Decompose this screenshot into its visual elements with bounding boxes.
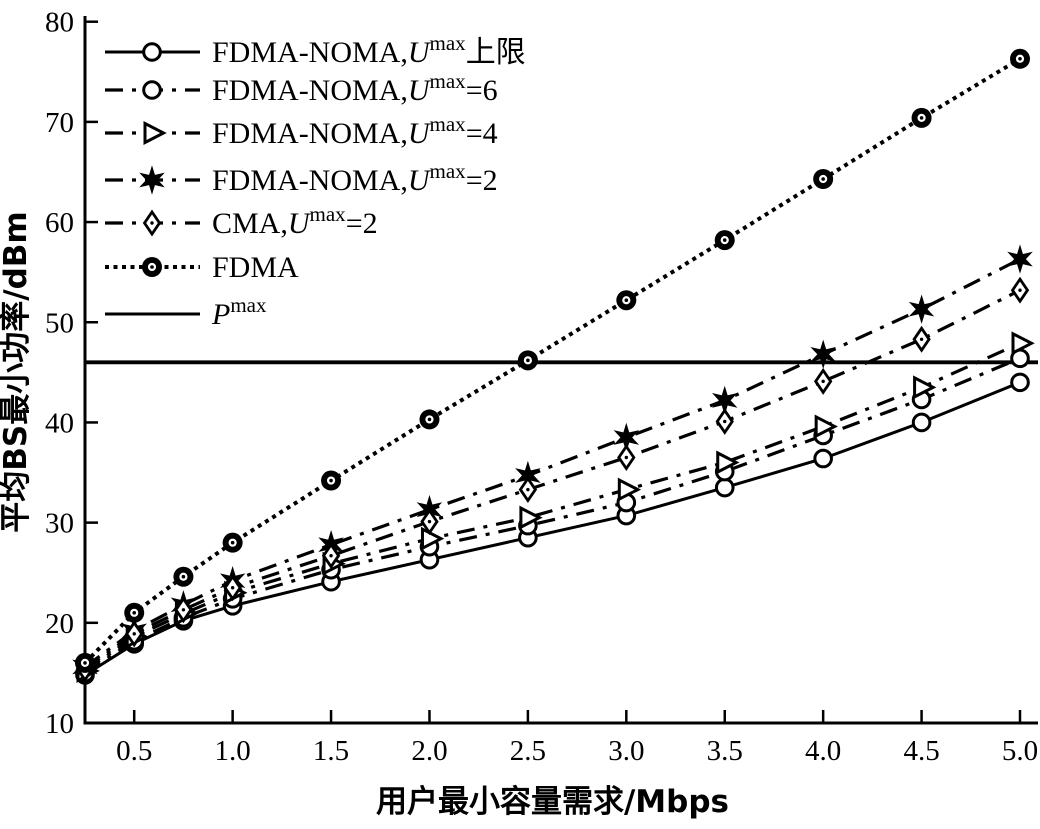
bullseye-marker <box>173 566 194 587</box>
bullseye-marker <box>813 168 834 189</box>
legend-item-fdma-noma-umax-2: FDMA-NOMA,Umax=2 <box>105 159 498 197</box>
open-diamond-marker <box>715 407 734 435</box>
bullseye-marker <box>124 602 145 623</box>
x-axis-title: 用户最小容量需求/Mbps <box>376 784 729 820</box>
bullseye-marker <box>142 257 162 277</box>
x-tick-label-1.5: 1.5 <box>313 735 349 767</box>
y-tick-label-70: 70 <box>45 107 74 139</box>
legend-label-fdma: FDMA <box>212 251 299 284</box>
series-line-fdma-noma-umax-4 <box>84 341 1021 673</box>
open-diamond-marker <box>321 542 341 570</box>
open-diamond-marker <box>420 508 439 536</box>
legend-item-fdma-noma-umax-4: FDMA-NOMA,Umax=4 <box>105 112 498 150</box>
bullseye-marker <box>321 470 342 491</box>
open-circle-marker <box>911 412 932 433</box>
series-line-cma-umax-2 <box>84 288 1021 671</box>
open-diamond-marker <box>912 325 931 353</box>
open-diamond-marker <box>174 596 193 624</box>
open-circle-marker <box>813 448 833 469</box>
x-tick-label-2.5: 2.5 <box>510 735 546 767</box>
bullseye-marker <box>1010 48 1030 69</box>
open-diamond-marker <box>125 620 144 648</box>
x-tick-label-3.0: 3.0 <box>608 735 644 767</box>
open-circle-marker <box>714 477 735 498</box>
star-marker <box>1007 244 1033 274</box>
series-fdma-noma-umax-4 <box>76 331 1035 683</box>
x-tick-label-4.5: 4.5 <box>903 735 939 767</box>
open-diamond-marker <box>142 209 162 237</box>
legend-label-fdma-noma-umax-2: FDMA-NOMA,Umax=2 <box>212 159 498 197</box>
bullseye-marker <box>222 532 243 553</box>
open-triangle-marker <box>519 505 543 530</box>
open-circle-marker <box>1010 372 1030 393</box>
legend-label-fdma-noma-umax-4: FDMA-NOMA,Umax=4 <box>212 112 498 150</box>
series-cma-umax-2 <box>75 276 1030 683</box>
open-diamond-marker <box>518 476 538 504</box>
legend-item-fdma-noma-umax-upper: FDMA-NOMA,Umax上限 <box>105 31 526 69</box>
legend-label-fdma-noma-umax-upper: FDMA-NOMA,Umax上限 <box>212 31 526 69</box>
y-tick-label-30: 30 <box>45 508 74 540</box>
x-tick-label-0.5: 0.5 <box>116 735 152 767</box>
series-fdma-noma-umax-upper <box>75 372 1030 685</box>
bullseye-marker <box>911 107 932 128</box>
x-tick-label-5.0: 5.0 <box>1002 735 1038 767</box>
series-line-fdma <box>83 57 1022 665</box>
bullseye-marker <box>419 409 440 430</box>
legend-label-cma-umax-2: CMA,Umax=2 <box>212 202 378 240</box>
open-circle-marker <box>142 80 162 100</box>
open-triangle-marker <box>913 375 937 400</box>
open-diamond-marker <box>617 444 636 471</box>
legend-item-cma-umax-2: CMA,Umax=2 <box>105 202 378 240</box>
bullseye-marker <box>714 230 735 251</box>
y-tick-label-80: 80 <box>45 7 74 39</box>
legend-item-fdma: FDMA <box>105 251 299 284</box>
bullseye-marker <box>616 290 637 311</box>
open-triangle-marker <box>420 526 445 551</box>
y-tick-label-50: 50 <box>45 307 74 339</box>
star-marker <box>810 339 836 370</box>
x-tick-label-4.0: 4.0 <box>805 735 841 767</box>
y-axis-ticks: 10 20 30 40 50 60 70 80 <box>45 7 98 740</box>
open-triangle-marker <box>1011 331 1035 356</box>
open-triangle-marker <box>814 414 838 439</box>
y-tick-label-20: 20 <box>45 608 74 640</box>
series-fdma-noma-umax-6 <box>75 348 1030 683</box>
open-diamond-marker <box>223 574 242 602</box>
legend-label-fdma-noma-umax-6: FDMA-NOMA,Umax=6 <box>212 69 498 107</box>
open-circle-marker <box>142 42 162 62</box>
x-axis-ticks: 0.5 1.0 1.5 2.0 2.5 3.0 3.5 4.0 4.5 5.0 <box>116 710 1038 767</box>
open-diamond-marker <box>1010 276 1030 304</box>
open-triangle-marker <box>716 450 740 475</box>
bullseye-marker <box>75 652 95 673</box>
open-triangle-marker <box>617 477 642 502</box>
series-fdma <box>75 48 1030 673</box>
star-marker <box>908 294 935 324</box>
bullseye-marker <box>517 350 538 371</box>
legend-item-fdma-noma-umax-6: FDMA-NOMA,Umax=6 <box>105 69 498 107</box>
y-axis-title: 平均BS最小功率/dBm <box>0 211 34 532</box>
open-diamond-marker <box>813 367 833 395</box>
y-tick-label-60: 60 <box>45 207 74 239</box>
x-tick-label-2.0: 2.0 <box>411 735 447 767</box>
y-tick-label-10: 10 <box>45 708 74 740</box>
legend-label-pmax: Pmax <box>211 293 267 331</box>
open-triangle-marker <box>143 121 167 145</box>
legend-item-pmax: Pmax <box>105 293 267 331</box>
series-line-fdma-noma-umax-upper <box>84 381 1021 677</box>
x-tick-label-3.5: 3.5 <box>707 735 743 767</box>
x-tick-label-1.0: 1.0 <box>215 735 251 767</box>
star-marker <box>139 165 165 195</box>
y-tick-label-40: 40 <box>45 407 74 439</box>
